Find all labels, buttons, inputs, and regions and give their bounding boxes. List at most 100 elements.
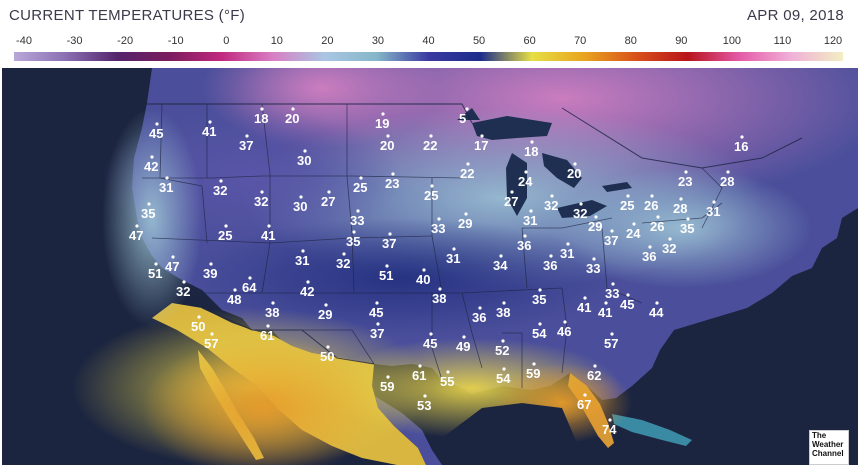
city-dot bbox=[656, 215, 660, 219]
city-temperature: 61 bbox=[412, 364, 426, 383]
city-dot bbox=[611, 282, 615, 286]
city-temperature: 45 bbox=[620, 293, 634, 312]
city-temperature: 35 bbox=[680, 217, 694, 236]
city-temperature: 24 bbox=[626, 222, 641, 241]
temperature-value: 49 bbox=[456, 339, 470, 354]
temperature-value: 42 bbox=[300, 284, 314, 299]
temperature-value: 20 bbox=[567, 166, 581, 181]
city-temperature: 33 bbox=[586, 257, 600, 276]
city-temperature: 36 bbox=[642, 245, 656, 264]
city-temperature: 16 bbox=[734, 135, 748, 154]
temperature-value: 50 bbox=[320, 349, 334, 364]
city-dot bbox=[165, 176, 169, 180]
legend-tick: 10 bbox=[270, 35, 283, 47]
temperature-value: 45 bbox=[369, 305, 383, 320]
city-temperature: 64 bbox=[242, 276, 257, 295]
temperature-value: 31 bbox=[446, 251, 460, 266]
city-dot bbox=[452, 247, 456, 251]
city-temperature: 20 bbox=[285, 107, 299, 126]
city-dot bbox=[391, 172, 395, 176]
city-temperature: 31 bbox=[706, 200, 720, 219]
legend-tick: -10 bbox=[167, 35, 184, 47]
city-temperature: 25 bbox=[353, 176, 367, 195]
temperature-value: 32 bbox=[254, 194, 268, 209]
city-temperature: 36 bbox=[543, 254, 557, 273]
city-temperature: 31 bbox=[523, 209, 537, 228]
temperature-value: 41 bbox=[261, 228, 275, 243]
city-dot bbox=[147, 202, 151, 206]
city-temperature: 28 bbox=[720, 170, 734, 189]
city-dot bbox=[248, 276, 252, 280]
city-dot bbox=[376, 322, 380, 326]
city-temperature: 36 bbox=[517, 234, 531, 253]
city-dot bbox=[632, 222, 636, 226]
header: CURRENT TEMPERATURES (°F) APR 09, 2018 -… bbox=[0, 0, 858, 68]
temperature-value: 64 bbox=[242, 280, 257, 295]
temperature-value: 57 bbox=[204, 336, 218, 351]
temperature-value: 25 bbox=[218, 228, 232, 243]
city-dot bbox=[324, 303, 328, 307]
temperature-value: 31 bbox=[159, 180, 173, 195]
temperature-value: 31 bbox=[706, 204, 720, 219]
temperature-value: 33 bbox=[350, 213, 364, 228]
city-dot bbox=[480, 134, 484, 138]
legend-tick: -30 bbox=[66, 35, 83, 47]
city-temperature: 45 bbox=[149, 122, 163, 141]
map-title: CURRENT TEMPERATURES (°F) bbox=[9, 7, 246, 24]
city-dot bbox=[154, 262, 158, 266]
city-dot bbox=[510, 190, 514, 194]
legend-tick: 110 bbox=[773, 35, 792, 47]
city-temperature: 32 bbox=[336, 252, 350, 271]
city-temperature: 31 bbox=[295, 249, 309, 268]
city-temperature: 29 bbox=[458, 212, 472, 231]
city-dot bbox=[209, 262, 213, 266]
legend-tick: 80 bbox=[624, 35, 637, 47]
city-temperature: 38 bbox=[265, 301, 279, 320]
temperature-value: 30 bbox=[297, 153, 311, 168]
city-dot bbox=[208, 120, 212, 124]
city-dot bbox=[326, 345, 330, 349]
city-temperature: 49 bbox=[456, 335, 470, 354]
city-temperature: 30 bbox=[293, 195, 307, 214]
city-dot bbox=[499, 254, 503, 258]
city-temperature: 31 bbox=[560, 242, 574, 261]
city-dot bbox=[266, 324, 270, 328]
city-temperature: 47 bbox=[165, 255, 179, 274]
city-dot bbox=[182, 280, 186, 284]
city-dot bbox=[684, 170, 688, 174]
city-temperature: 17 bbox=[474, 134, 488, 153]
city-temperature: 31 bbox=[446, 247, 460, 266]
legend-tick: 100 bbox=[722, 35, 742, 47]
temperature-value: 54 bbox=[496, 371, 511, 386]
city-temperature: 47 bbox=[129, 224, 143, 243]
temperature-value: 61 bbox=[260, 328, 274, 343]
temperature-value: 41 bbox=[202, 124, 216, 139]
city-dot bbox=[583, 393, 587, 397]
temperature-value: 29 bbox=[458, 216, 472, 231]
city-dot bbox=[579, 202, 583, 206]
city-dot bbox=[437, 217, 441, 221]
city-temperature: 32 bbox=[254, 190, 268, 209]
temperature-value: 17 bbox=[474, 138, 488, 153]
temperature-value: 38 bbox=[496, 305, 510, 320]
temperature-value: 37 bbox=[604, 233, 618, 248]
city-temperature: 50 bbox=[191, 315, 205, 334]
temperature-value: 38 bbox=[265, 305, 279, 320]
temperature-value: 27 bbox=[321, 194, 335, 209]
city-dot bbox=[422, 268, 426, 272]
temperature-value: 29 bbox=[318, 307, 332, 322]
legend-tick: -40 bbox=[16, 35, 32, 47]
city-dot bbox=[197, 315, 201, 319]
city-temperature: 29 bbox=[318, 303, 332, 322]
temperature-value: 31 bbox=[295, 253, 309, 268]
city-dot bbox=[593, 364, 597, 368]
temperature-value: 45 bbox=[149, 126, 163, 141]
temperature-value: 33 bbox=[431, 221, 445, 236]
temperature-value: 16 bbox=[734, 139, 748, 154]
city-temperature: 23 bbox=[385, 172, 399, 191]
temperature-value: 31 bbox=[523, 213, 537, 228]
city-temperature: 20 bbox=[380, 134, 394, 153]
city-temperature: 62 bbox=[587, 364, 601, 383]
legend-tick: 20 bbox=[321, 35, 334, 47]
temperature-value: 20 bbox=[380, 138, 394, 153]
